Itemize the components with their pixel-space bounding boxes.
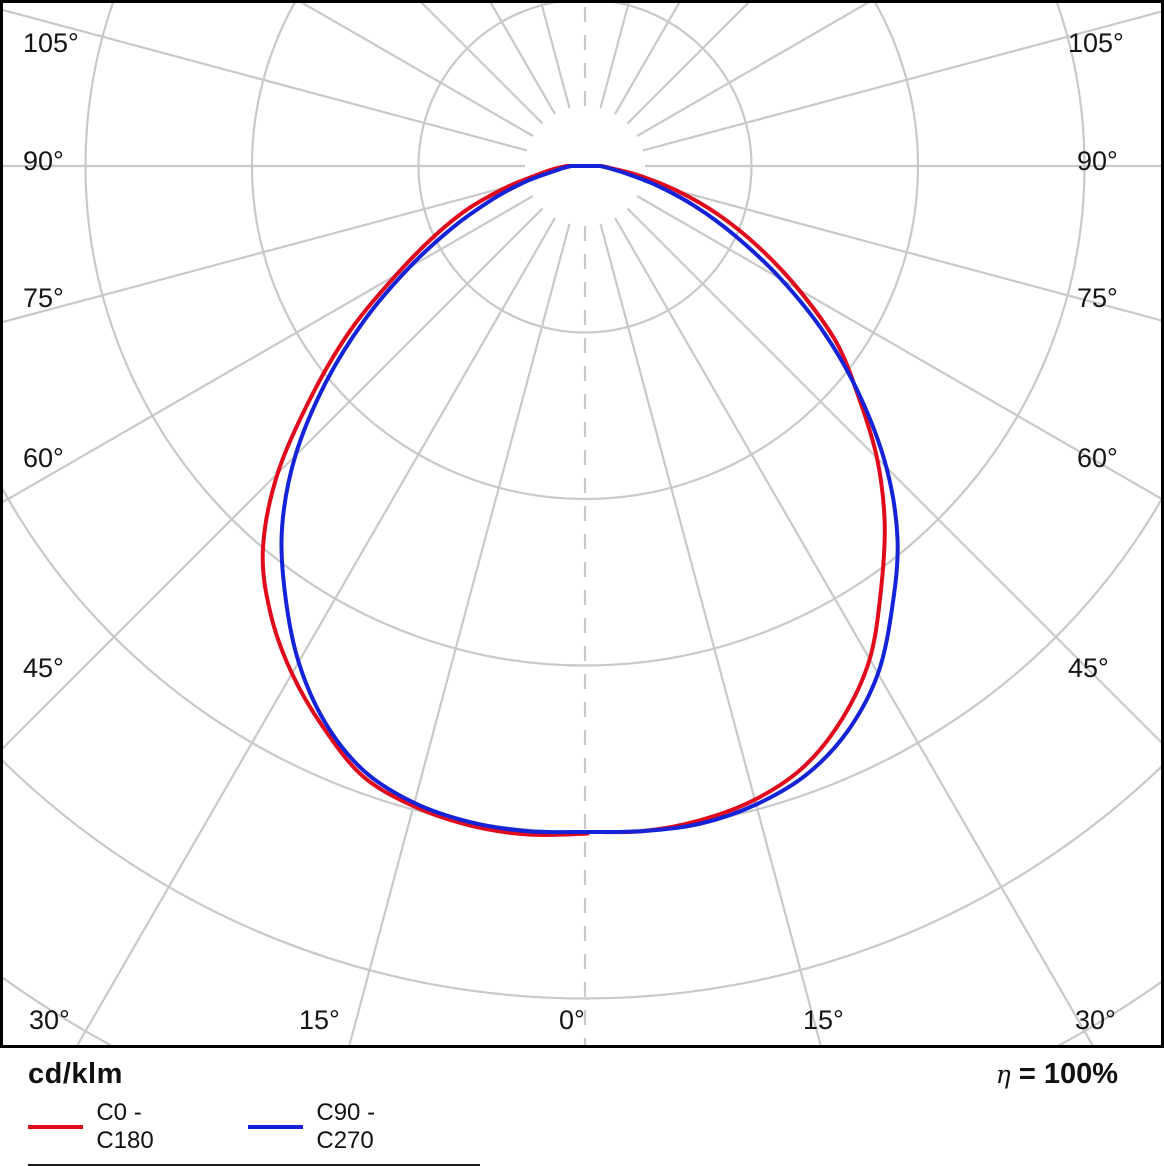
eta-symbol: η bbox=[995, 1060, 1011, 1089]
angle-label: 90° bbox=[1077, 146, 1118, 176]
legend-label: C0 - C180 bbox=[96, 1099, 154, 1154]
units-label: cd/klm bbox=[28, 1058, 123, 1090]
chart-footer: cd/klm η = 100% C0 - C180 C90 - C270 bbox=[0, 1048, 1164, 1166]
angle-label: 45° bbox=[23, 653, 64, 683]
red-line-swatch-icon bbox=[28, 1125, 84, 1129]
angle-label: 0° bbox=[559, 1005, 585, 1035]
legend-item-c90-c270: C90 - C270 bbox=[248, 1099, 426, 1155]
blue-line-swatch-icon bbox=[248, 1125, 304, 1129]
legend-item-c0-c180: C0 - C180 bbox=[28, 1099, 194, 1155]
angle-label: 75° bbox=[23, 283, 64, 313]
legend-label: C90 - C270 bbox=[316, 1099, 376, 1154]
angle-label: 45° bbox=[1068, 653, 1109, 683]
angle-label: 105° bbox=[23, 28, 79, 58]
angle-label: 90° bbox=[23, 146, 64, 176]
legend: C0 - C180 C90 - C270 bbox=[28, 1099, 480, 1166]
angle-label: 75° bbox=[1077, 283, 1118, 313]
polar-diagram: 105° 90° 75° 60° 45° 105° 90° 75° 60° 45… bbox=[0, 0, 1164, 1048]
angle-label: 15° bbox=[803, 1005, 844, 1035]
angle-label: 30° bbox=[29, 1005, 70, 1035]
angle-label: 30° bbox=[1075, 1005, 1116, 1035]
efficiency-label: η = 100% bbox=[996, 1058, 1136, 1091]
polar-chart-canvas bbox=[3, 3, 1161, 1045]
angle-label: 60° bbox=[23, 443, 64, 473]
angle-label: 60° bbox=[1077, 443, 1118, 473]
angle-label: 105° bbox=[1068, 28, 1124, 58]
angle-label: 15° bbox=[299, 1005, 340, 1035]
efficiency-value: = 100% bbox=[1018, 1058, 1118, 1090]
